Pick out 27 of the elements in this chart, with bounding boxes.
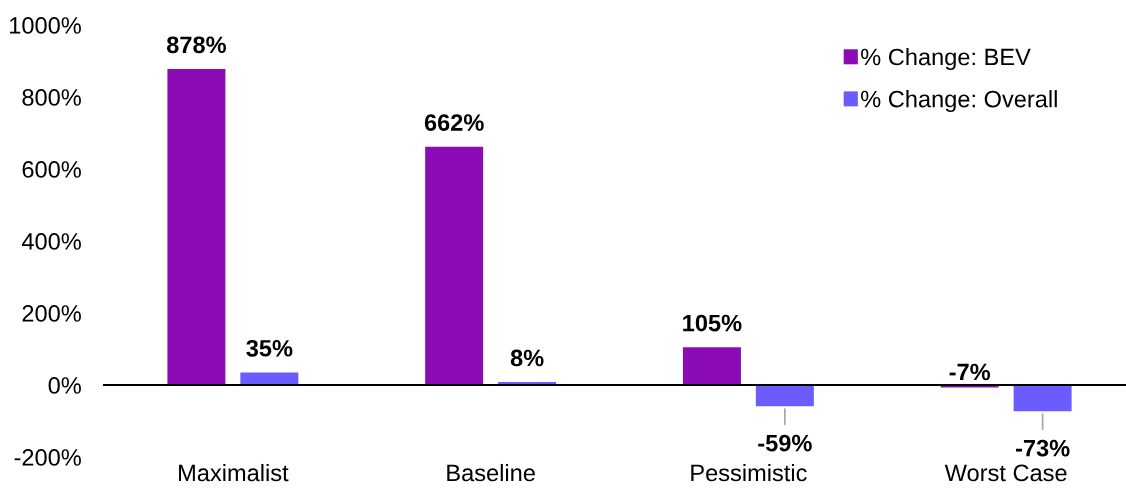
x-tick-label: Worst Case [944,464,1067,482]
data-label: 105% [683,314,742,332]
bar [755,385,814,407]
x-tick-label: Baseline [447,463,535,482]
data-label: -7% [949,363,991,381]
x-tick-label: Maximalist [179,463,289,482]
y-tick-label: 800% [22,89,81,106]
data-label: 662% [424,114,484,131]
legend-label: % Change: Overall [861,90,1057,113]
data-label: -73% [1015,439,1070,457]
data-label: -59% [758,434,812,452]
y-tick-label: 200% [22,305,81,322]
bar [682,347,741,385]
x-tick-label: Pessimistic [691,463,807,482]
data-label: 8% [510,349,544,367]
bar [167,68,226,385]
bar [1013,385,1072,412]
y-tick-label: 0% [48,377,81,394]
y-tick-label: -200% [14,449,81,466]
y-tick-label: 600% [22,161,81,178]
y-tick-label: 1000% [10,17,81,34]
legend-label: % Change: BEV [861,48,1031,71]
bar [425,146,484,385]
data-label: 35% [246,339,293,357]
y-tick-label: 400% [21,233,81,250]
bar [240,372,299,385]
data-label: 878% [166,36,226,54]
